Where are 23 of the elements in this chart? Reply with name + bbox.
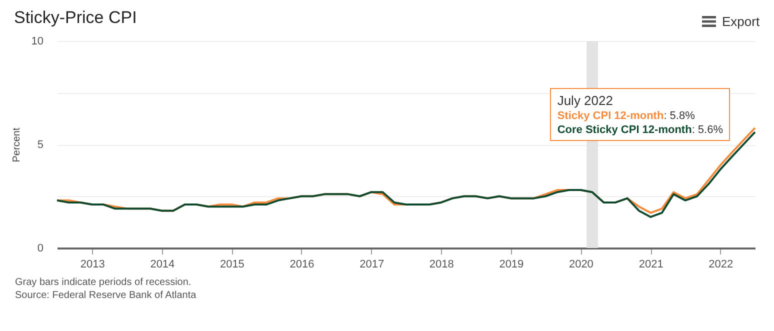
source-note: Source: Federal Reserve Bank of Atlanta bbox=[15, 289, 196, 302]
y-tick-label: 5 bbox=[37, 139, 44, 151]
x-tick-label: 2019 bbox=[499, 258, 524, 270]
x-tick-label: 2016 bbox=[290, 258, 314, 270]
x-tick-label: 2013 bbox=[80, 258, 105, 270]
x-tick-label: 2020 bbox=[568, 258, 594, 270]
annotation: July 2022 bbox=[557, 92, 614, 109]
y-tick-label: 0 bbox=[37, 242, 44, 254]
text: Sticky CPI 12-month bbox=[557, 110, 664, 122]
text: Export bbox=[722, 14, 760, 29]
x-tick-label: 2017 bbox=[360, 258, 384, 270]
annotation: : 5.8% bbox=[664, 110, 695, 122]
x-tick-label: 2015 bbox=[220, 258, 244, 270]
y-tick-label: 10 bbox=[31, 36, 44, 48]
text: Core Sticky CPI 12-month bbox=[557, 124, 692, 136]
x-tick-label: 2018 bbox=[429, 258, 454, 270]
y-axis-title: Percent bbox=[11, 128, 22, 162]
x-tick-label: 2022 bbox=[708, 258, 734, 270]
chart-title: Sticky-Price CPI bbox=[14, 8, 137, 28]
x-tick-label: 2014 bbox=[150, 258, 175, 270]
x-tick-label: 2021 bbox=[638, 258, 664, 270]
text: Gray bars indicate periods of recession. bbox=[15, 276, 192, 289]
annotation: : 5.6% bbox=[692, 124, 723, 136]
